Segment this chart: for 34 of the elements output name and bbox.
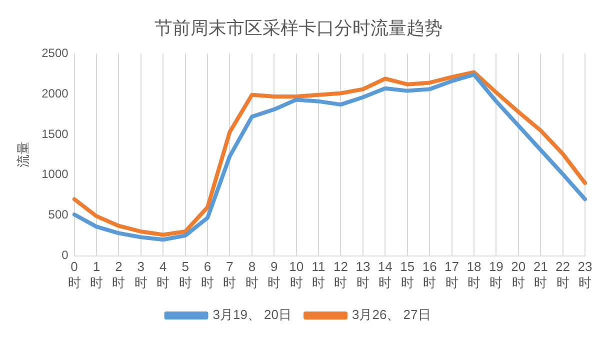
y-tick-label: 1500 [42, 126, 69, 141]
y-tick-label: 2000 [42, 86, 69, 100]
x-tick-label: 8时 [245, 259, 258, 290]
x-tick-label: 15时 [400, 259, 415, 290]
x-tick-label: 23时 [578, 259, 592, 290]
x-tick-label: 3时 [134, 259, 148, 290]
x-tick-label: 16时 [422, 259, 437, 290]
y-tick-label: 500 [48, 208, 69, 222]
legend-label: 3月19、 20日 [212, 307, 292, 322]
x-tick-label: 19时 [488, 259, 504, 290]
legend-label: 3月26、 27日 [352, 307, 431, 322]
x-tick-label: 9时 [268, 259, 281, 290]
x-tick-label: 12时 [334, 259, 348, 290]
y-tick-label: 1000 [42, 167, 69, 182]
x-tick-label: 5时 [178, 259, 192, 290]
x-tick-label: 22时 [556, 259, 570, 290]
x-tick-label: 4时 [156, 259, 170, 290]
x-tick-label: 10时 [289, 259, 304, 290]
x-tick-label: 20时 [511, 259, 526, 290]
x-tick-label: 0时 [68, 259, 81, 290]
x-tick-label: 6时 [201, 259, 214, 290]
y-tick-label: 2500 [42, 46, 69, 60]
x-tick-label: 18时 [466, 259, 482, 290]
x-tick-label: 2时 [112, 259, 126, 290]
x-tick-label: 21时 [533, 259, 548, 290]
x-tick-label: 17时 [444, 259, 460, 290]
y-tick-label: 0 [62, 248, 69, 262]
x-tick-label: 14时 [378, 259, 392, 290]
x-tick-label: 1时 [90, 259, 103, 290]
x-tick-label: 13时 [356, 259, 370, 290]
x-tick-label: 11时 [312, 259, 326, 290]
y-axis-title: 流量 [15, 142, 30, 168]
chart-title: 节前周末市区采样卡口分时流量趋势 [154, 18, 442, 38]
x-tick-label: 7时 [223, 259, 236, 290]
